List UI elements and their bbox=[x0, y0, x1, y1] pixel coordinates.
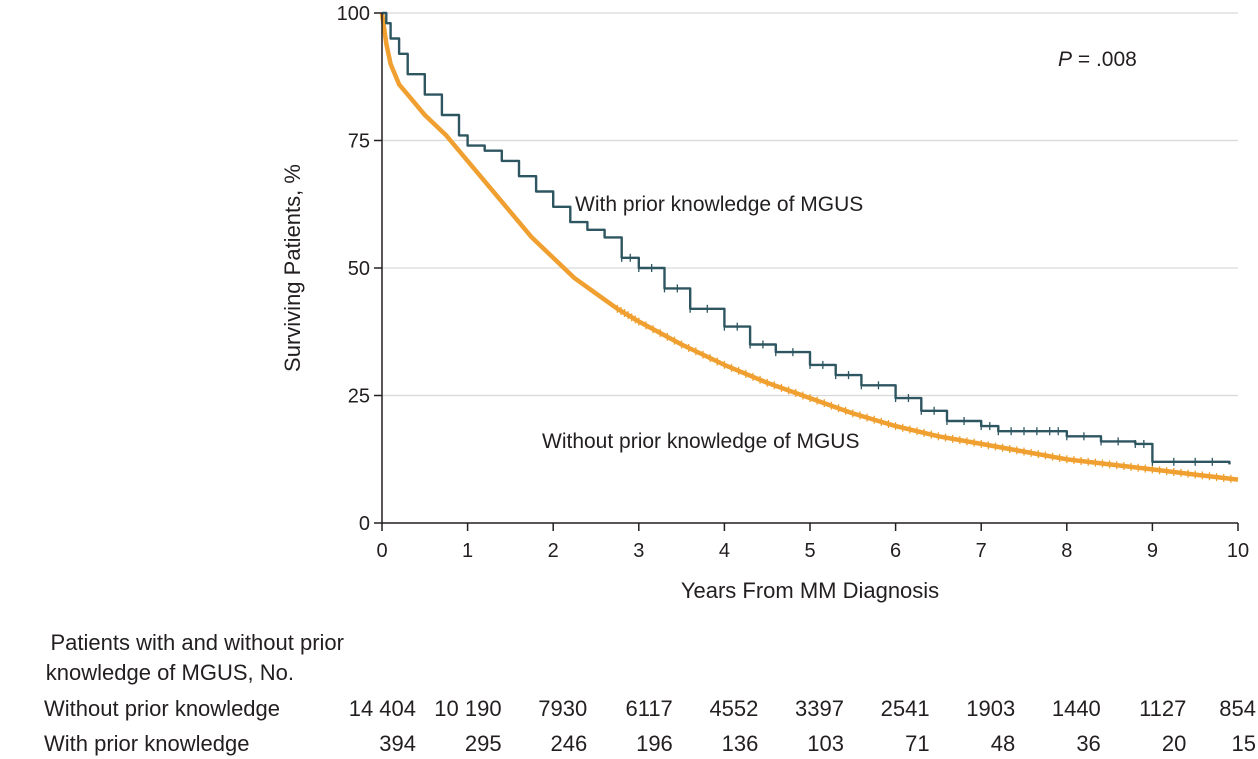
risk-table-cell: 36 bbox=[1076, 731, 1101, 756]
x-axis-title: Years From MM Diagnosis bbox=[681, 578, 939, 603]
risk-table-cell: 854 bbox=[1219, 696, 1256, 721]
risk-table-cell: 1440 bbox=[1051, 696, 1101, 721]
y-tick-label: 100 bbox=[337, 3, 370, 25]
y-tick-label: 25 bbox=[348, 386, 370, 408]
risk-table-heading-line1: Patients with and without prior bbox=[50, 630, 345, 655]
x-tick-label: 4 bbox=[719, 540, 730, 562]
x-tick-label: 7 bbox=[976, 540, 987, 562]
risk-table-cell: 20 bbox=[1161, 731, 1187, 756]
x-tick-label: 6 bbox=[890, 540, 901, 562]
censor-marks-with-prior bbox=[621, 253, 1213, 466]
y-tick-label: 75 bbox=[348, 131, 370, 153]
p-value-text: = .008 bbox=[1072, 48, 1137, 71]
risk-table-cell: 4552 bbox=[709, 696, 759, 721]
risk-table-cell: 48 bbox=[990, 731, 1016, 756]
y-tick-label: 0 bbox=[359, 513, 370, 535]
risk-table-cell: 3397 bbox=[795, 696, 844, 721]
risk-table-cell: 196 bbox=[636, 731, 673, 756]
p-value-italic: P bbox=[1058, 48, 1072, 71]
censor-marks-without-prior bbox=[616, 304, 1232, 483]
y-tick-label: 50 bbox=[348, 258, 370, 280]
risk-table-cell: 103 bbox=[807, 731, 844, 756]
risk-table-cell: 15 bbox=[1231, 731, 1256, 756]
risk-table-heading-line2: knowledge of MGUS, No. bbox=[45, 660, 294, 685]
risk-row-label-without: Without prior knowledge bbox=[44, 696, 281, 721]
x-tick-label: 10 bbox=[1227, 540, 1249, 562]
risk-table-cell: 2541 bbox=[880, 696, 930, 721]
risk-table-cell: 1127 bbox=[1139, 696, 1187, 721]
x-tick-label: 8 bbox=[1061, 540, 1072, 562]
series-line-without-prior bbox=[379, 12, 1239, 482]
risk-table-cell: 6117 bbox=[625, 696, 673, 721]
x-tick-label: 5 bbox=[804, 540, 815, 562]
x-tick-label: 0 bbox=[376, 540, 387, 562]
series-label-with-prior: With prior knowledge of MGUS bbox=[575, 193, 863, 216]
risk-row-label-with: With prior knowledge bbox=[44, 731, 250, 756]
p-value-annotation: P = .008 bbox=[1058, 48, 1137, 71]
risk-table-cell: 295 bbox=[464, 731, 502, 756]
risk-table-heading: Patients with and without prior knowledg… bbox=[0, 628, 344, 688]
risk-table-cell: 246 bbox=[550, 731, 588, 756]
risk-table-cell: 136 bbox=[721, 731, 759, 756]
risk-table-cell: 1903 bbox=[966, 696, 1016, 721]
y-axis-title: Surviving Patients, % bbox=[280, 164, 305, 372]
risk-table-cell: 14 404 bbox=[348, 696, 416, 721]
risk-table-cell: 394 bbox=[379, 731, 416, 756]
risk-table-cell: 71 bbox=[905, 731, 930, 756]
risk-table-cell: 10 190 bbox=[434, 696, 502, 721]
tick-labels: 0 25 50 75 100 0 1 2 3 4 5 6 7 8 9 10 bbox=[337, 3, 1250, 562]
x-tick-label: 2 bbox=[548, 540, 559, 562]
survival-chart: 0 25 50 75 100 0 1 2 3 4 5 6 7 8 9 10 Surviving Patient… bbox=[280, 3, 1250, 603]
x-tick-label: 9 bbox=[1147, 540, 1158, 562]
x-tick-label: 1 bbox=[462, 540, 473, 562]
risk-table-cell: 7930 bbox=[538, 696, 588, 721]
series-label-without-prior: Without prior knowledge of MGUS bbox=[542, 430, 859, 453]
series-layer bbox=[379, 11, 1239, 483]
axes bbox=[374, 12, 1239, 531]
x-tick-label: 3 bbox=[633, 540, 644, 562]
